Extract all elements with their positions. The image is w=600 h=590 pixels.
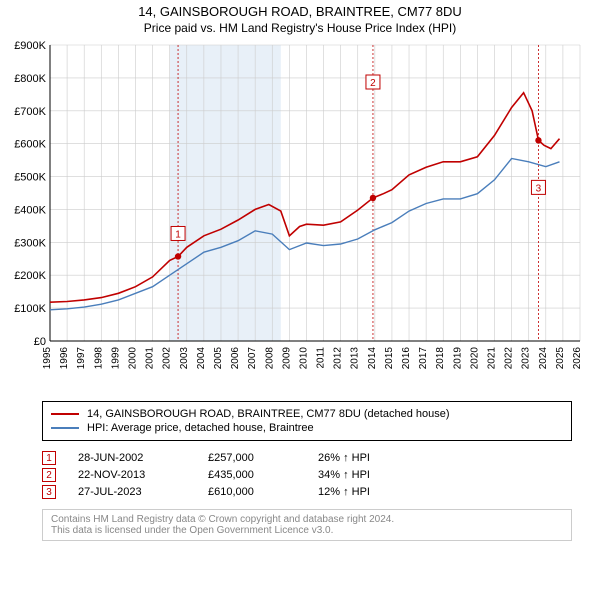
svg-text:2008: 2008 (264, 347, 275, 370)
legend-item-hpi: HPI: Average price, detached house, Brai… (51, 422, 563, 434)
legend-swatch-hpi (51, 427, 79, 429)
svg-text:2016: 2016 (401, 347, 412, 370)
price-chart: £0 £100K £200K £300K £400K £500K £600K £700K £80… (10, 41, 590, 391)
svg-text:2: 2 (370, 78, 376, 89)
svg-text:2015: 2015 (384, 347, 395, 370)
svg-text:2009: 2009 (281, 347, 292, 370)
svg-text:£800K: £800K (14, 73, 46, 85)
svg-text:£700K: £700K (14, 106, 46, 118)
sale-marker-3: 3 (42, 485, 56, 499)
svg-text:2018: 2018 (435, 347, 446, 370)
svg-text:2010: 2010 (298, 347, 309, 370)
svg-text:2020: 2020 (469, 347, 480, 370)
svg-text:1999: 1999 (110, 347, 121, 370)
sale-price: £257,000 (208, 452, 318, 464)
svg-text:£900K: £900K (14, 41, 46, 52)
svg-text:2025: 2025 (555, 347, 566, 370)
svg-text:£300K: £300K (14, 237, 46, 249)
svg-text:2000: 2000 (127, 347, 138, 370)
svg-text:2021: 2021 (487, 347, 498, 370)
svg-text:£100K: £100K (14, 303, 46, 315)
svg-text:2012: 2012 (333, 347, 344, 370)
sale-delta: 12% ↑ HPI (318, 486, 370, 498)
svg-text:2002: 2002 (162, 347, 173, 370)
svg-text:2014: 2014 (367, 347, 378, 370)
legend-item-subject: 14, GAINSBOROUGH ROAD, BRAINTREE, CM77 8… (51, 408, 563, 420)
svg-text:2007: 2007 (247, 347, 258, 370)
sale-date: 27-JUL-2023 (78, 486, 208, 498)
svg-text:2023: 2023 (521, 347, 532, 370)
sale-price: £610,000 (208, 486, 318, 498)
svg-text:2006: 2006 (230, 347, 241, 370)
sale-date: 28-JUN-2002 (78, 452, 208, 464)
svg-text:£0: £0 (34, 336, 46, 348)
svg-text:2003: 2003 (179, 347, 190, 370)
svg-text:2005: 2005 (213, 347, 224, 370)
svg-text:1995: 1995 (42, 347, 53, 370)
svg-text:2004: 2004 (196, 347, 207, 370)
svg-text:£400K: £400K (14, 204, 46, 216)
sale-price: £435,000 (208, 469, 318, 481)
sale-marker-2: 2 (42, 468, 56, 482)
page-title-address: 14, GAINSBOROUGH ROAD, BRAINTREE, CM77 8… (0, 4, 600, 19)
svg-text:2022: 2022 (504, 347, 515, 370)
table-row: 3 27-JUL-2023 £610,000 12% ↑ HPI (42, 485, 572, 499)
legend-label-hpi: HPI: Average price, detached house, Brai… (87, 422, 314, 434)
svg-text:2011: 2011 (316, 347, 327, 369)
page-title-subtitle: Price paid vs. HM Land Registry's House … (0, 21, 600, 35)
legend: 14, GAINSBOROUGH ROAD, BRAINTREE, CM77 8… (42, 401, 572, 441)
table-row: 1 28-JUN-2002 £257,000 26% ↑ HPI (42, 451, 572, 465)
svg-text:2019: 2019 (452, 347, 463, 370)
svg-text:2026: 2026 (572, 347, 583, 370)
legend-label-subject: 14, GAINSBOROUGH ROAD, BRAINTREE, CM77 8… (87, 408, 450, 420)
svg-text:2013: 2013 (350, 347, 361, 370)
attribution-line2: This data is licensed under the Open Gov… (51, 525, 563, 536)
svg-text:1996: 1996 (59, 347, 70, 370)
svg-text:1998: 1998 (93, 347, 104, 370)
table-row: 2 22-NOV-2013 £435,000 34% ↑ HPI (42, 468, 572, 482)
attribution: Contains HM Land Registry data © Crown c… (42, 509, 572, 541)
svg-text:3: 3 (536, 183, 542, 194)
sale-date: 22-NOV-2013 (78, 469, 208, 481)
attribution-line1: Contains HM Land Registry data © Crown c… (51, 514, 563, 525)
chart-svg: £0 £100K £200K £300K £400K £500K £600K £700K £80… (10, 41, 590, 391)
svg-text:1997: 1997 (76, 347, 87, 370)
svg-text:£600K: £600K (14, 139, 46, 151)
sales-table: 1 28-JUN-2002 £257,000 26% ↑ HPI 2 22-NO… (42, 451, 572, 499)
svg-text:2017: 2017 (418, 347, 429, 370)
svg-text:£500K: £500K (14, 172, 46, 184)
svg-text:1: 1 (175, 229, 181, 240)
legend-swatch-subject (51, 413, 79, 415)
sale-delta: 26% ↑ HPI (318, 452, 370, 464)
sale-marker-1: 1 (42, 451, 56, 465)
sale-delta: 34% ↑ HPI (318, 469, 370, 481)
svg-text:£200K: £200K (14, 270, 46, 282)
svg-text:2001: 2001 (145, 347, 156, 370)
svg-text:2024: 2024 (538, 347, 549, 370)
